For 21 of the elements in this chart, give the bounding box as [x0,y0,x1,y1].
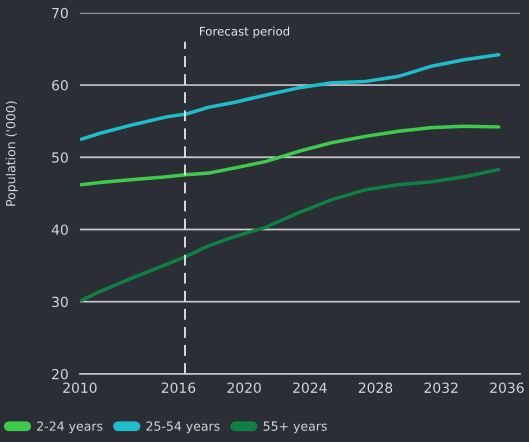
line-series [80,52,500,141]
y-tick-label: 40 [52,224,68,235]
y-tick-label: 60 [52,80,68,91]
x-tick-label: 2028 [358,382,392,394]
y-tick-label: 50 [52,152,68,163]
x-tick-label: 2036 [490,382,524,394]
x-tick-label: 2032 [424,382,458,394]
legend-label: 2-24 years [37,421,102,434]
line-series [80,124,500,186]
y-tick-label: 70 [52,8,68,18]
legend-label: 55+ years [264,422,327,434]
x-tick-label: 2016 [162,382,196,394]
legend-label: 25-54 years [146,421,220,434]
y-axis-title: Population ('000) [6,101,18,206]
x-tick-label: 2020 [227,382,261,394]
y-tick-label: 30 [52,296,68,308]
ref-line-label: Forecast period [200,26,290,38]
x-tick-label: 2024 [293,382,327,394]
y-tick-label: 20 [52,368,68,380]
line-series [80,168,500,302]
x-tick-label: 2010 [63,382,97,394]
